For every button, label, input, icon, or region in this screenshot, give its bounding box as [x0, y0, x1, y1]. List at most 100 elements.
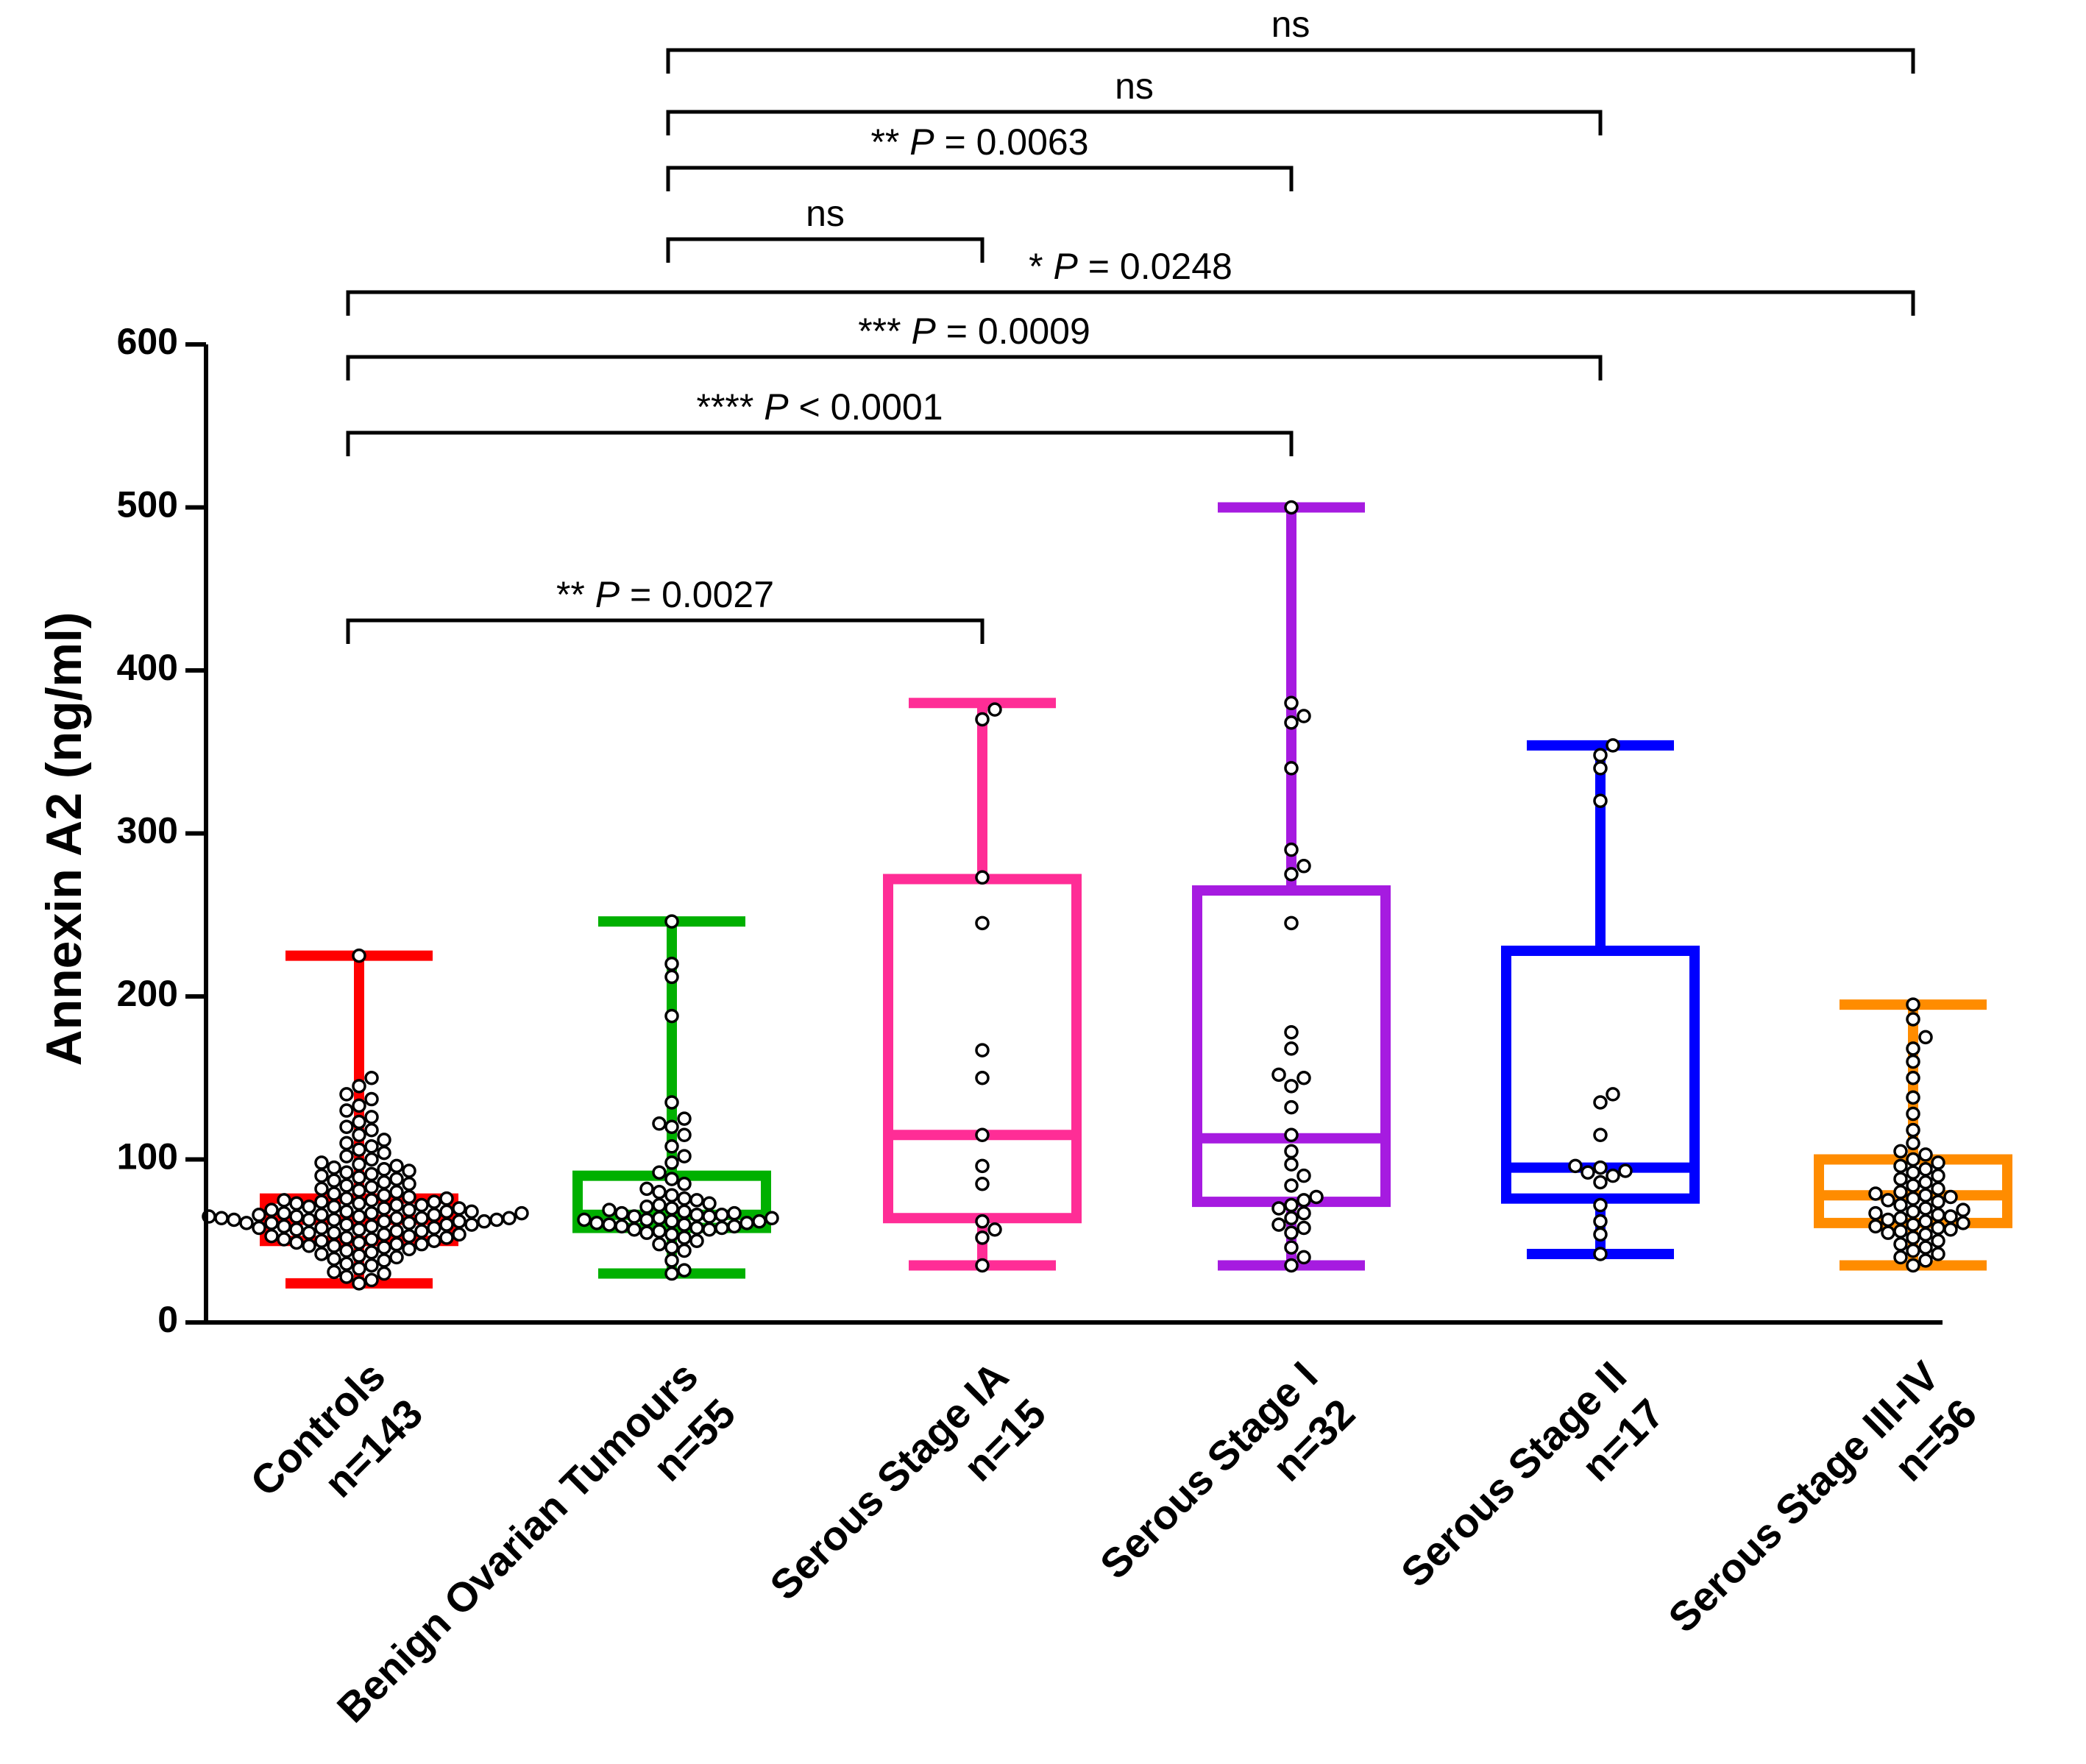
bracket-label: ns — [1115, 65, 1154, 107]
data-point — [402, 1241, 416, 1257]
data-point — [664, 969, 679, 985]
data-point — [727, 1219, 742, 1234]
bracket-label: ns — [1271, 4, 1310, 45]
bracket-label: ** P = 0.0063 — [870, 121, 1088, 163]
data-point — [1284, 867, 1299, 882]
data-point — [327, 1264, 341, 1280]
data-point — [1284, 842, 1299, 857]
bracket-p-value: = 0.0009 — [946, 311, 1090, 352]
bracket-p-label: P — [911, 311, 936, 352]
data-point — [302, 1212, 316, 1228]
data-point — [1893, 1158, 1908, 1174]
data-point — [1593, 1247, 1608, 1261]
data-point — [1906, 1152, 1920, 1167]
data-point — [1868, 1205, 1883, 1221]
data-point — [377, 1188, 391, 1202]
data-point — [314, 1208, 329, 1222]
data-point — [987, 1222, 1002, 1237]
data-point — [1606, 738, 1620, 753]
data-point — [1918, 1030, 1933, 1045]
box-group-1 — [572, 914, 779, 1281]
significance-bracket: *** P = 0.0009 — [346, 311, 1603, 380]
data-point — [1593, 1175, 1608, 1190]
data-point — [677, 1191, 692, 1206]
bracket-stars: ** — [556, 574, 595, 615]
data-point — [602, 1217, 617, 1232]
data-point — [427, 1194, 441, 1209]
data-point — [664, 1227, 679, 1242]
data-point — [1918, 1175, 1933, 1190]
bracket-p-label: P — [595, 574, 620, 615]
data-point — [277, 1219, 291, 1234]
data-point — [1284, 695, 1299, 711]
bracket-line — [666, 110, 1603, 135]
data-point — [652, 1165, 667, 1180]
data-point — [1931, 1155, 1945, 1170]
data-point — [1918, 1201, 1933, 1216]
data-point — [1893, 1236, 1908, 1252]
data-point — [452, 1214, 466, 1229]
significance-bracket: ns — [666, 193, 985, 263]
data-point — [1593, 1095, 1608, 1110]
y-axis-ticks: 0 100 200 300 400 500 600 — [117, 321, 206, 1340]
data-point — [427, 1233, 441, 1248]
data-point — [402, 1189, 416, 1205]
y-tick-label: 600 — [117, 321, 178, 362]
data-point — [352, 1079, 366, 1094]
data-point — [402, 1176, 416, 1191]
significance-bracket: ns — [666, 65, 1603, 135]
data-point — [764, 1211, 779, 1225]
data-point — [364, 1071, 379, 1085]
data-point — [664, 1214, 679, 1229]
data-point — [1309, 1189, 1324, 1205]
data-point — [339, 1269, 354, 1284]
data-point — [1918, 1188, 1933, 1202]
data-point — [664, 1139, 679, 1154]
data-point — [664, 914, 679, 929]
data-point — [1296, 1205, 1311, 1221]
data-point — [1284, 1157, 1299, 1172]
data-point — [1284, 1144, 1299, 1159]
bracket-line — [666, 237, 985, 263]
data-point — [1943, 1209, 1958, 1224]
data-point — [364, 1258, 379, 1273]
data-point — [389, 1185, 404, 1200]
data-point — [664, 956, 679, 971]
data-point — [327, 1212, 341, 1228]
data-point — [352, 1127, 366, 1143]
box-group-4 — [1501, 738, 1700, 1261]
data-point — [402, 1163, 416, 1178]
bracket-p-value: ns — [806, 193, 845, 234]
data-point — [1296, 1193, 1311, 1208]
data-point — [689, 1193, 704, 1208]
data-point — [377, 1227, 391, 1242]
box-group-2 — [883, 698, 1082, 1273]
data-point — [289, 1209, 304, 1224]
data-point — [327, 1239, 341, 1253]
data-point — [314, 1155, 329, 1170]
data-point — [364, 1193, 379, 1208]
data-point — [339, 1119, 354, 1134]
data-point — [652, 1185, 667, 1200]
data-point — [975, 1158, 990, 1174]
data-point — [1593, 1127, 1608, 1143]
data-point — [652, 1224, 667, 1239]
data-point — [339, 1103, 354, 1118]
data-point — [1943, 1189, 1958, 1205]
data-point — [664, 1266, 679, 1281]
x-category-label: Serous Stage In=32 — [1091, 1353, 1364, 1588]
data-point — [975, 870, 990, 885]
data-point — [1284, 1178, 1299, 1193]
y-tick-label: 500 — [117, 484, 178, 525]
data-point — [1918, 1214, 1933, 1229]
data-point — [402, 1216, 416, 1230]
bracket-label: *** P = 0.0009 — [858, 311, 1090, 352]
data-point — [414, 1211, 429, 1225]
data-point — [339, 1178, 354, 1193]
data-point — [352, 1114, 366, 1130]
data-point — [339, 1243, 354, 1258]
bracket-space — [789, 386, 799, 428]
data-point — [1893, 1185, 1908, 1200]
bracket-line — [346, 431, 1294, 456]
